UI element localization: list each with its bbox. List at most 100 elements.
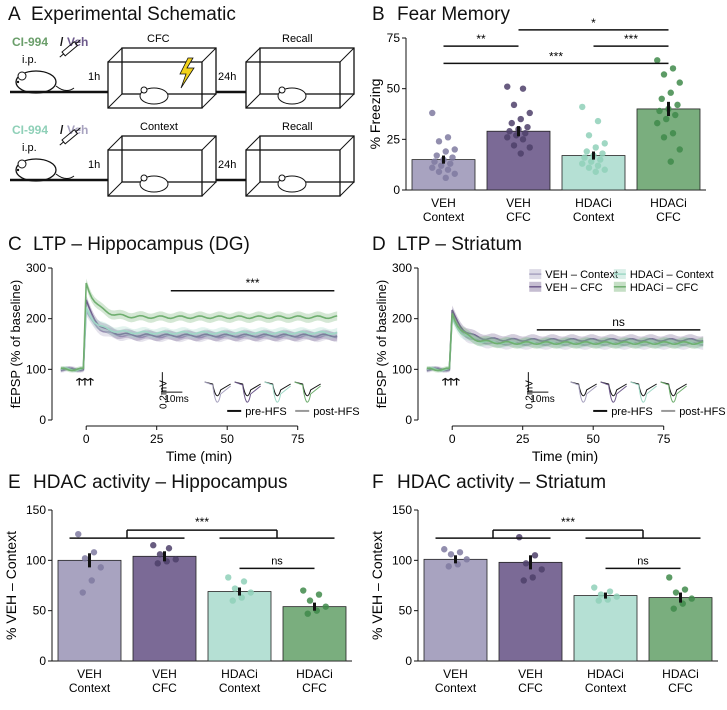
y-tick-label: 0 bbox=[39, 654, 46, 668]
data-point bbox=[456, 549, 464, 556]
data-point bbox=[429, 109, 436, 117]
x-tick-label: Context bbox=[435, 681, 477, 695]
bar bbox=[132, 555, 197, 662]
data-point bbox=[516, 533, 523, 541]
data-point bbox=[601, 140, 608, 147]
trace-pre bbox=[264, 381, 291, 397]
data-point bbox=[654, 57, 661, 64]
data-point bbox=[435, 168, 443, 175]
syringe-icon bbox=[59, 127, 81, 146]
data-point bbox=[247, 589, 254, 596]
data-point bbox=[606, 588, 614, 595]
scale-bar bbox=[527, 372, 549, 393]
data-point bbox=[447, 160, 454, 167]
data-point bbox=[79, 589, 86, 596]
bar bbox=[573, 595, 638, 662]
x-tick-label: Context bbox=[69, 681, 111, 695]
data-point bbox=[441, 546, 448, 553]
trace-post bbox=[234, 381, 261, 403]
panel-letter-c: C bbox=[8, 234, 22, 255]
panel-title-f: HDAC activity – Striatum bbox=[397, 472, 607, 493]
data-point bbox=[654, 119, 661, 127]
x-axis-label: Time (min) bbox=[532, 448, 598, 464]
data-point bbox=[433, 152, 440, 159]
data-point bbox=[165, 545, 173, 552]
data-point bbox=[519, 136, 527, 143]
data-point bbox=[150, 542, 157, 549]
trace-pre bbox=[660, 381, 687, 397]
data-point bbox=[599, 150, 606, 157]
legend-post: post-HFS bbox=[313, 406, 359, 418]
mouse-icon bbox=[15, 158, 75, 182]
data-point bbox=[520, 577, 527, 584]
bar bbox=[57, 559, 122, 662]
y-tick-label: 150 bbox=[26, 503, 46, 517]
data-point bbox=[504, 134, 511, 141]
data-point bbox=[672, 111, 679, 119]
data-point bbox=[656, 107, 663, 115]
ip-label-row1: i.p. bbox=[22, 54, 37, 66]
x-tick-label: CFC bbox=[518, 681, 543, 695]
legend-pre: pre-HFS bbox=[611, 406, 653, 418]
y-tick-label: 100 bbox=[392, 362, 412, 376]
data-point bbox=[519, 85, 527, 92]
data-point bbox=[522, 130, 529, 137]
data-point bbox=[154, 560, 161, 567]
t2-label-row1: 24h bbox=[218, 71, 236, 83]
trace-post bbox=[204, 381, 231, 403]
y-tick-label: 0 bbox=[39, 413, 46, 427]
panel-title-a: Experimental Schematic bbox=[31, 4, 236, 25]
trace-post bbox=[264, 381, 291, 403]
data-point bbox=[444, 134, 452, 141]
data-point bbox=[442, 174, 449, 182]
series-line bbox=[60, 307, 338, 372]
data-point bbox=[322, 603, 329, 610]
hfs-arrow-icon bbox=[441, 377, 449, 386]
data-point bbox=[447, 551, 455, 558]
legend-pre: pre-HFS bbox=[245, 406, 287, 418]
data-point bbox=[435, 138, 443, 145]
significance-label: ns bbox=[637, 555, 649, 567]
legend-entry: VEH – CFC bbox=[545, 282, 603, 294]
data-point bbox=[300, 587, 307, 594]
data-point bbox=[660, 71, 668, 78]
x-tick-label: 75 bbox=[291, 432, 305, 446]
hfs-arrow-icon bbox=[453, 377, 460, 386]
data-point bbox=[238, 594, 245, 601]
data-point bbox=[676, 146, 683, 153]
y-tick-label: 100 bbox=[26, 553, 46, 567]
hfs-arrow-icon bbox=[81, 377, 89, 386]
data-point bbox=[508, 119, 515, 127]
y-axis-label: fEPSP (% of baseline) bbox=[8, 280, 23, 408]
drug-label-row2: CI-994 bbox=[12, 123, 48, 137]
data-point bbox=[172, 556, 179, 563]
data-point bbox=[669, 130, 677, 137]
ip-label-row2: i.p. bbox=[22, 142, 37, 154]
chamber-context bbox=[107, 135, 217, 197]
y-tick-label: 100 bbox=[392, 553, 412, 567]
panel-letter-b: B bbox=[372, 4, 385, 25]
bar bbox=[207, 591, 272, 662]
x-tick-label: HDACi bbox=[587, 667, 624, 681]
x-tick-label: 0 bbox=[83, 432, 90, 446]
data-point bbox=[588, 158, 595, 165]
data-point bbox=[579, 103, 586, 111]
y-tick-label: 0 bbox=[405, 654, 412, 668]
hfs-arrow-icon bbox=[75, 377, 83, 386]
t2-label-row2: 24h bbox=[218, 159, 236, 171]
trace-post bbox=[600, 381, 627, 403]
scale-bar bbox=[161, 372, 183, 393]
data-point bbox=[676, 79, 683, 86]
x-tick-label: HDACi bbox=[296, 667, 333, 681]
data-point bbox=[75, 530, 82, 538]
syringe-icon bbox=[59, 39, 81, 58]
t1-label-row1: 1h bbox=[88, 71, 100, 83]
x-tick-label: 75 bbox=[657, 432, 671, 446]
x-tick-label: 25 bbox=[150, 432, 164, 446]
x-tick-label: CFC bbox=[668, 681, 693, 695]
data-point bbox=[579, 160, 586, 167]
data-point bbox=[581, 154, 588, 161]
significance-label: *** bbox=[561, 515, 575, 529]
x-tick-label: CFC bbox=[506, 210, 531, 224]
y-tick-label: 100 bbox=[26, 362, 46, 376]
